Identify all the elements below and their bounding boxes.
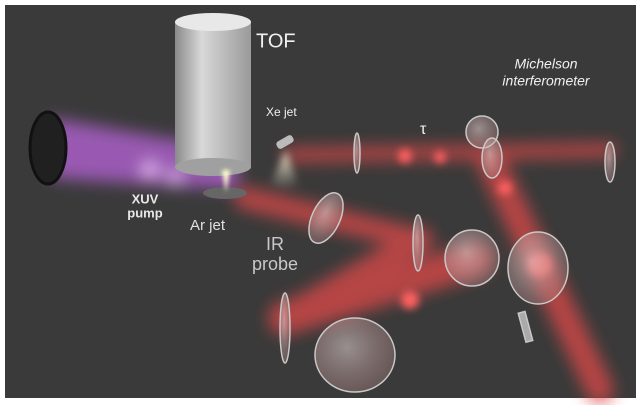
michelson-label: Michelson bbox=[514, 56, 577, 72]
ir-label: probe bbox=[252, 254, 298, 274]
ir-label: IR bbox=[266, 234, 284, 254]
tau-label: τ bbox=[420, 121, 427, 138]
ar-jet-label: Ar jet bbox=[190, 217, 226, 234]
xuv-label: pump bbox=[127, 205, 162, 220]
page: TOF Xe jet τ Michelson interferometer XU… bbox=[0, 0, 641, 405]
xuv-source bbox=[30, 112, 66, 184]
michelson-label: interferometer bbox=[502, 73, 590, 89]
tof-detector bbox=[175, 13, 251, 199]
xe-jet-label: Xe jet bbox=[266, 105, 297, 119]
xuv-label: XUV bbox=[132, 191, 159, 206]
setup-diagram: TOF Xe jet τ Michelson interferometer XU… bbox=[0, 0, 641, 405]
tof-label: TOF bbox=[256, 30, 296, 52]
